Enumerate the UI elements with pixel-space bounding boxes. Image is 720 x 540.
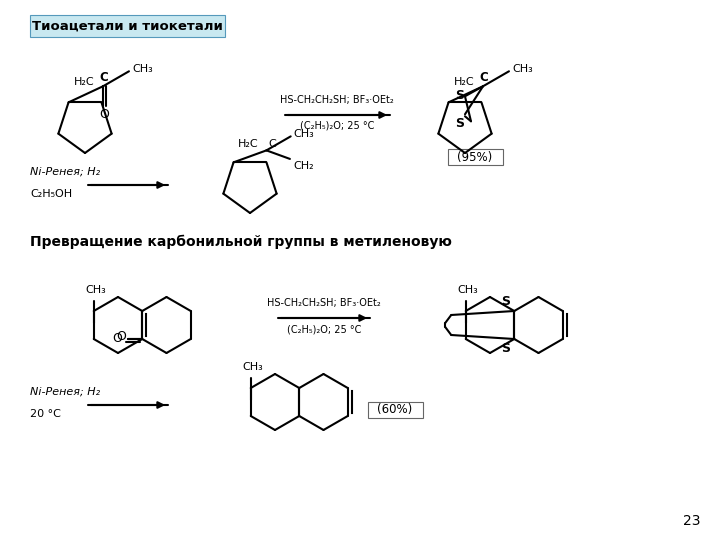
Text: Ni-Ренея; H₂: Ni-Ренея; H₂ (30, 387, 100, 397)
Text: (C₂H₅)₂O; 25 °C: (C₂H₅)₂O; 25 °C (287, 324, 361, 334)
Text: CH₃: CH₃ (512, 64, 533, 75)
Text: CH₂: CH₂ (293, 161, 313, 171)
Text: CH₃: CH₃ (86, 285, 106, 295)
Text: CH₃: CH₃ (132, 64, 153, 75)
Bar (448, 149, 503, 165)
Text: CH₃: CH₃ (457, 285, 478, 295)
Text: HS-CH₂CH₂SH; BF₃·OEt₂: HS-CH₂CH₂SH; BF₃·OEt₂ (267, 298, 381, 308)
Text: C: C (269, 139, 276, 150)
Text: HS-CH₂CH₂SH; BF₃·OEt₂: HS-CH₂CH₂SH; BF₃·OEt₂ (280, 95, 394, 105)
Text: CH₃: CH₃ (243, 362, 263, 372)
Bar (368, 402, 423, 418)
Text: 20 °C: 20 °C (30, 409, 61, 419)
Text: S: S (501, 342, 510, 355)
Text: O: O (99, 109, 109, 122)
Text: C: C (480, 71, 488, 84)
Text: 23: 23 (683, 514, 700, 528)
Text: O: O (117, 330, 126, 343)
Text: Превращение карбонильной группы в метиленовую: Превращение карбонильной группы в метиле… (30, 235, 452, 249)
Text: Тиоацетали и тиокетали: Тиоацетали и тиокетали (32, 19, 222, 32)
Text: S: S (455, 117, 464, 130)
Text: H₂C: H₂C (73, 77, 94, 87)
Text: C: C (99, 71, 108, 84)
Text: Ni-Ренея; H₂: Ni-Ренея; H₂ (30, 167, 100, 177)
Bar (30, 15, 225, 37)
Text: S: S (501, 295, 510, 308)
Text: C₂H₅OH: C₂H₅OH (30, 189, 72, 199)
Text: H₂C: H₂C (238, 139, 258, 150)
Text: CH₃: CH₃ (294, 130, 315, 139)
Text: O: O (112, 333, 122, 346)
Text: (60%): (60%) (377, 403, 413, 416)
Text: H₂C: H₂C (454, 77, 474, 87)
Text: (C₂H₅)₂O; 25 °C: (C₂H₅)₂O; 25 °C (300, 121, 374, 131)
Text: S: S (455, 89, 464, 102)
Text: (95%): (95%) (457, 151, 492, 164)
